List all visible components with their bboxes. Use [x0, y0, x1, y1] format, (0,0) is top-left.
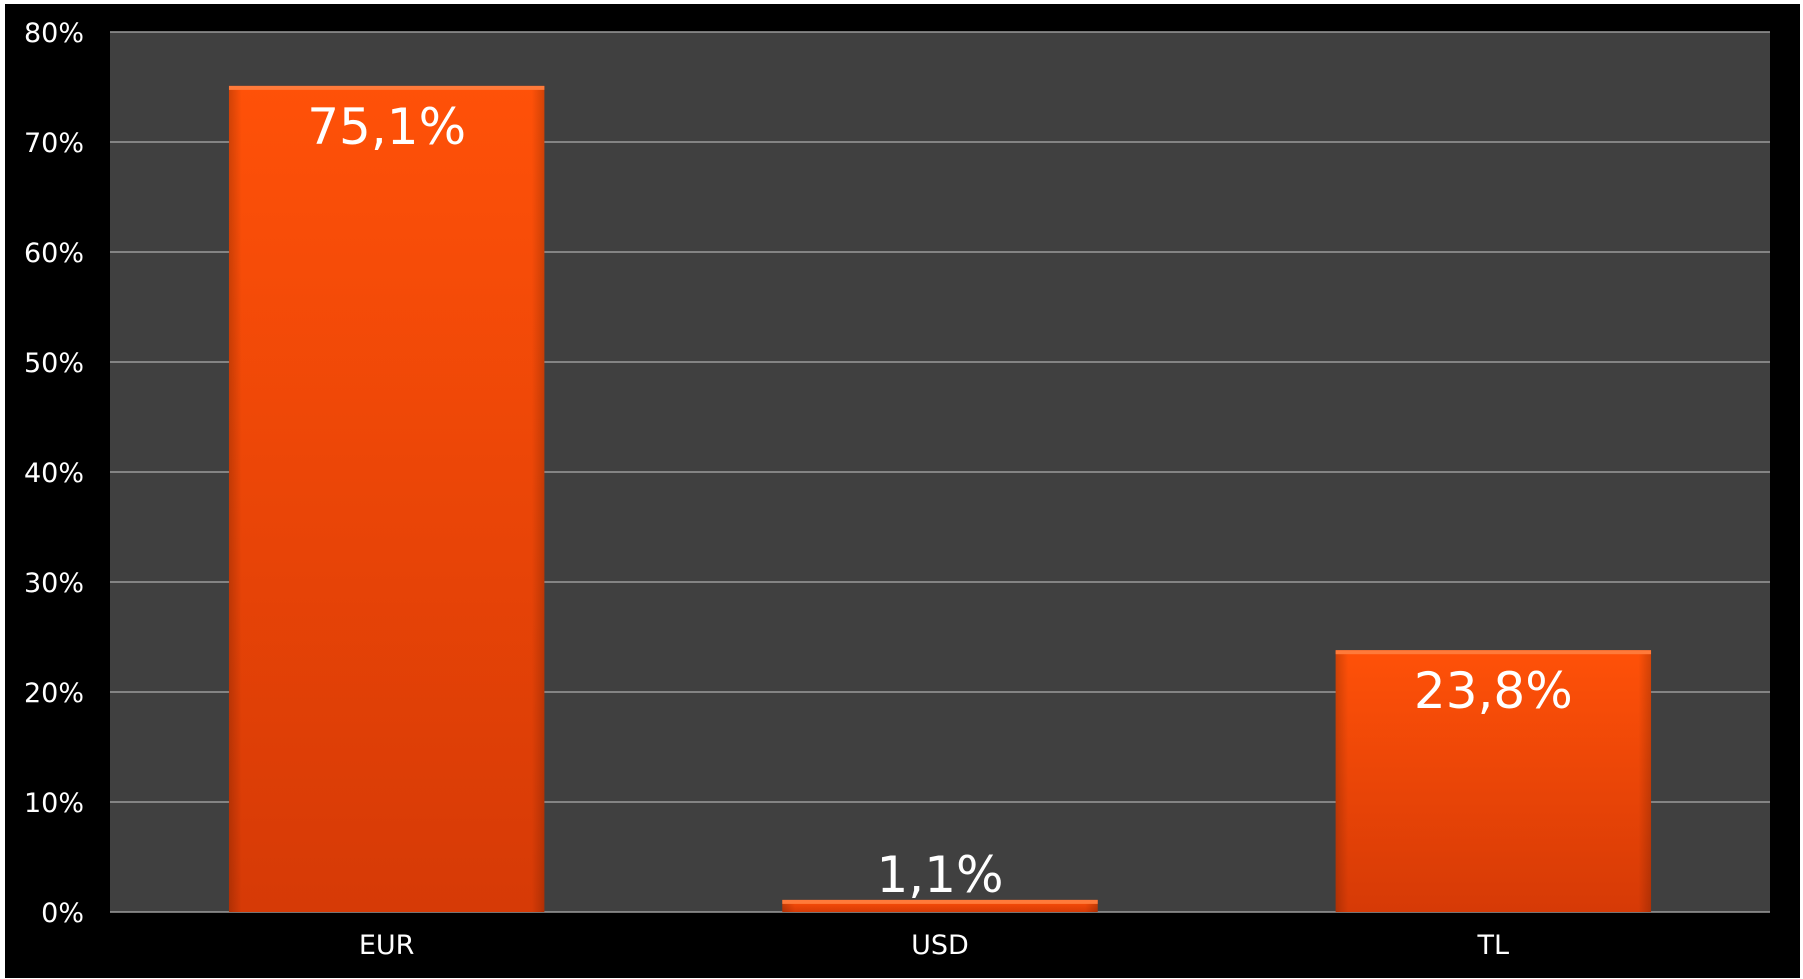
bar-usd	[782, 899, 1098, 912]
bar-tl	[1335, 650, 1652, 912]
bar-top-highlight	[1335, 650, 1652, 655]
bar-eur	[228, 85, 545, 912]
y-tick-label: 40%	[24, 458, 84, 489]
y-tick-label: 50%	[24, 348, 84, 379]
bar-shading	[228, 85, 545, 912]
y-tick-label: 80%	[24, 18, 84, 49]
data-label: 75,1%	[307, 98, 466, 156]
y-axis-tick-labels: 0% 10% 20% 30% 40% 50% 60% 70% 80%	[24, 18, 84, 929]
data-labels: 75,1% 1,1% 23,8%	[307, 98, 1573, 904]
bar-top-highlight	[228, 85, 545, 90]
x-axis-category-labels: EUR USD TL	[359, 930, 1509, 961]
y-tick-label: 30%	[24, 568, 84, 599]
x-category-label: TL	[1477, 930, 1510, 961]
x-category-label: USD	[911, 930, 969, 961]
y-tick-label: 60%	[24, 238, 84, 269]
bar-top-highlight	[782, 899, 1098, 904]
y-tick-label: 70%	[24, 128, 84, 159]
data-label: 1,1%	[876, 846, 1003, 904]
data-label: 23,8%	[1414, 662, 1573, 720]
y-tick-label: 10%	[24, 788, 84, 819]
bar-shading	[1335, 650, 1652, 912]
x-category-label: EUR	[359, 930, 415, 961]
y-tick-label: 20%	[24, 678, 84, 709]
y-tick-label: 0%	[41, 898, 84, 929]
bars	[228, 85, 1652, 912]
